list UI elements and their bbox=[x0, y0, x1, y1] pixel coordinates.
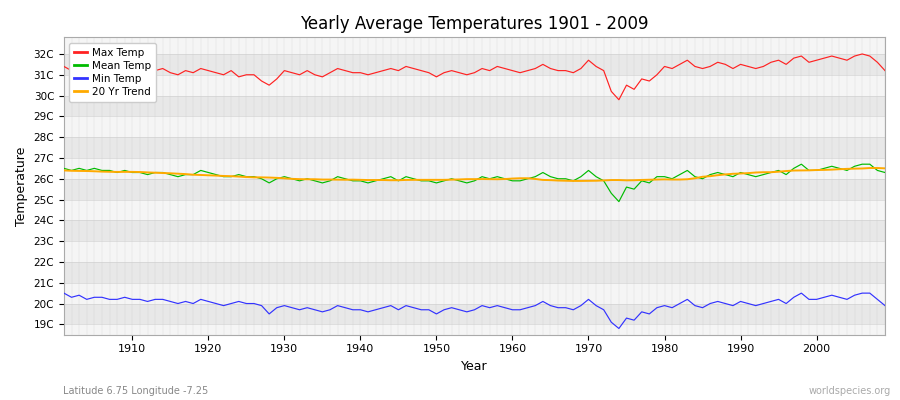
Bar bbox=[64, 54, 885, 75]
Bar bbox=[64, 116, 885, 137]
Bar bbox=[64, 158, 885, 179]
Bar bbox=[64, 137, 885, 158]
Bar bbox=[64, 96, 885, 116]
Bar bbox=[64, 75, 885, 96]
Bar bbox=[64, 304, 885, 324]
Bar bbox=[64, 200, 885, 220]
Text: Latitude 6.75 Longitude -7.25: Latitude 6.75 Longitude -7.25 bbox=[63, 386, 208, 396]
Legend: Max Temp, Mean Temp, Min Temp, 20 Yr Trend: Max Temp, Mean Temp, Min Temp, 20 Yr Tre… bbox=[69, 42, 157, 102]
Title: Yearly Average Temperatures 1901 - 2009: Yearly Average Temperatures 1901 - 2009 bbox=[301, 15, 649, 33]
Bar bbox=[64, 262, 885, 283]
Bar bbox=[64, 220, 885, 241]
Bar bbox=[64, 179, 885, 200]
Y-axis label: Temperature: Temperature bbox=[15, 146, 28, 226]
Bar bbox=[64, 283, 885, 304]
Text: worldspecies.org: worldspecies.org bbox=[809, 386, 891, 396]
X-axis label: Year: Year bbox=[461, 360, 488, 373]
Bar bbox=[64, 241, 885, 262]
